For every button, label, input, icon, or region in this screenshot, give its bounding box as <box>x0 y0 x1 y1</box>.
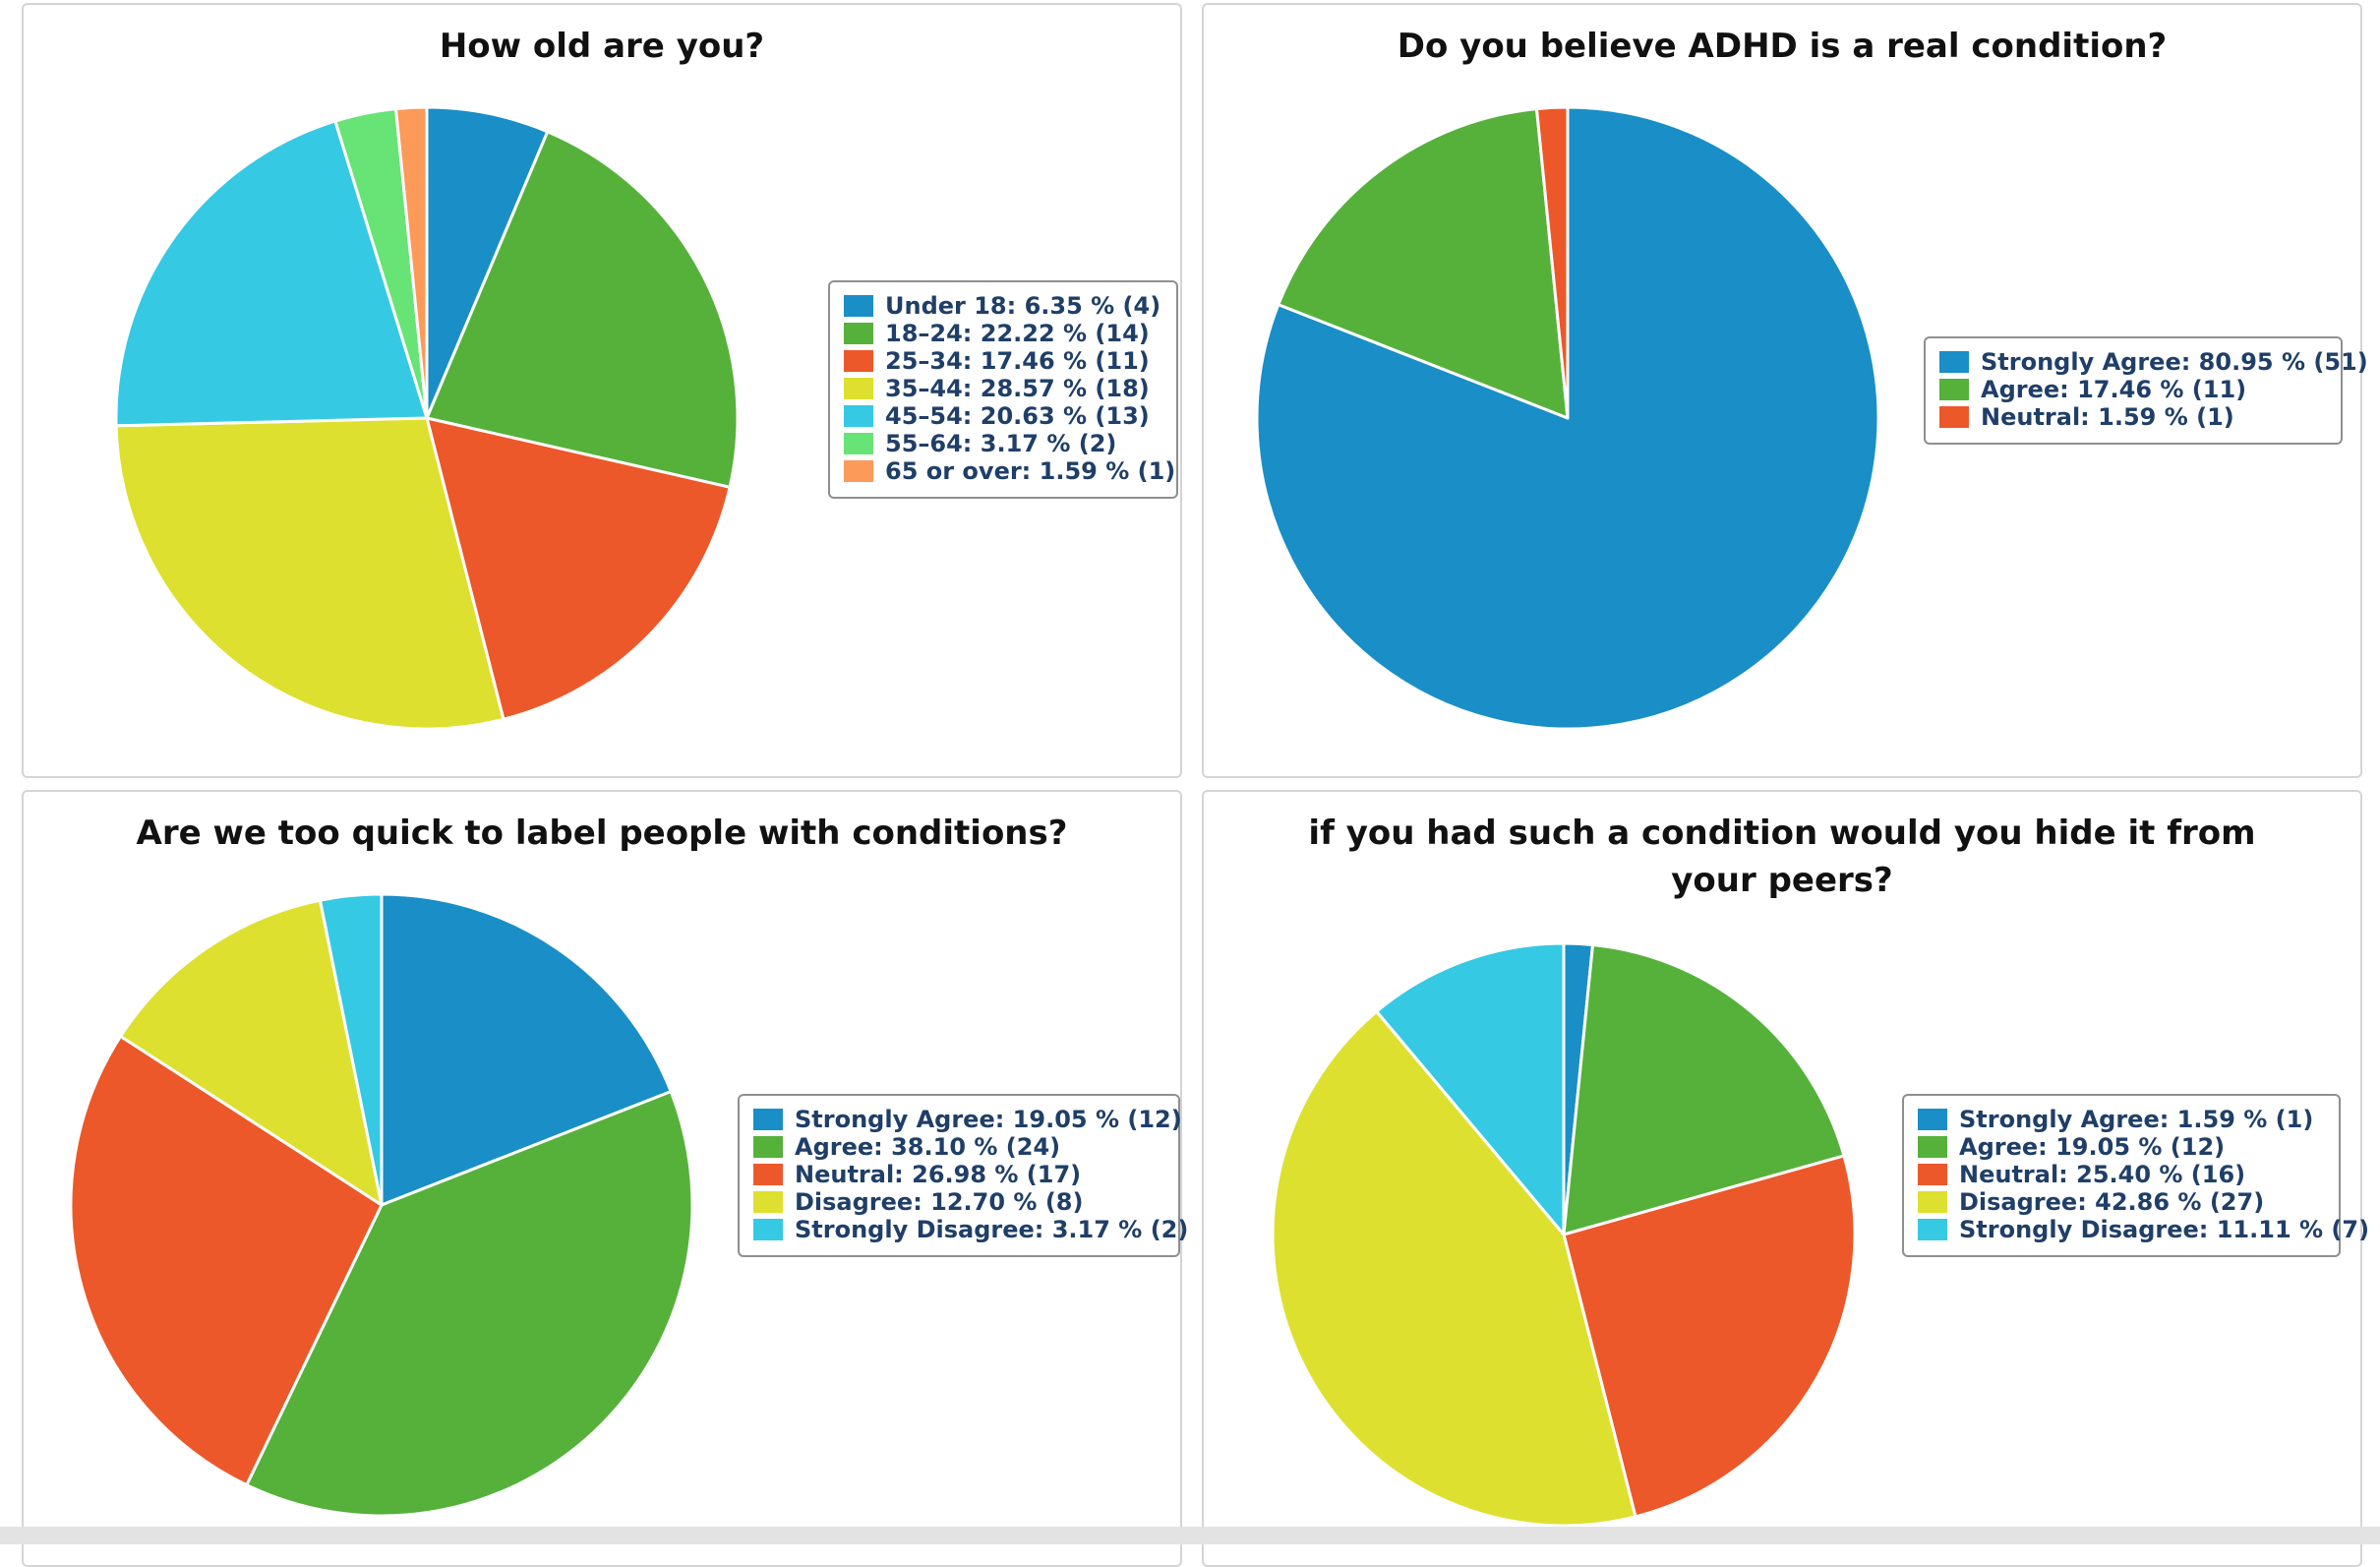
pie-slice-neutral <box>1562 1154 1857 1519</box>
pie-slice-45-54 <box>114 119 429 428</box>
legend-item: 18–24: 22.22 % (14) <box>844 320 1162 347</box>
pie-slice-strongly-disagree <box>318 892 384 1207</box>
legend-label: Agree: 17.46 % (11) <box>1981 376 2247 403</box>
legend-item: 65 or over: 1.59 % (1) <box>844 457 1175 485</box>
legend-item: 45–54: 20.63 % (13) <box>844 402 1162 430</box>
pie-slice-under-18 <box>425 105 550 420</box>
legend-item: Strongly Disagree: 3.17 % (2) <box>753 1216 1188 1243</box>
legend-swatch <box>844 323 873 344</box>
chart-legend: Strongly Agree: 80.95 % (51) Agree: 17.46… <box>1924 336 2368 445</box>
pie-slice-disagree <box>1271 1009 1637 1528</box>
legend-item: Neutral: 25.40 % (16) <box>1918 1161 2325 1188</box>
pie-slice-65-or-over <box>393 105 429 420</box>
legend-item: Agree: 38.10 % (24) <box>753 1133 1164 1161</box>
legend-swatch <box>844 460 873 482</box>
pie-chart-age <box>114 105 740 731</box>
legend-item: Disagree: 12.70 % (8) <box>753 1188 1164 1216</box>
legend-swatch <box>753 1109 783 1130</box>
chart-panel-age: How old are you? Under 18: 6.35 % (4) 18–… <box>22 3 1182 778</box>
chart-panel-label-quick: Are we too quick to label people with co… <box>22 790 1188 1567</box>
legend-swatch <box>753 1191 783 1213</box>
pie-slice-agree <box>245 1090 694 1518</box>
legend-label: Strongly Disagree: 3.17 % (2) <box>795 1216 1189 1243</box>
legend-label: 55–64: 3.17 % (2) <box>885 430 1117 457</box>
pie-slice-strongly-agree <box>380 892 673 1207</box>
chart-title: How old are you? <box>439 27 765 66</box>
legend-item: Agree: 19.05 % (12) <box>1918 1133 2325 1161</box>
horizontal-scrollbar[interactable] <box>0 1527 2380 1544</box>
legend-item: Disagree: 42.86 % (27) <box>1918 1188 2325 1216</box>
legend-label: Neutral: 26.98 % (17) <box>795 1161 1082 1188</box>
legend-swatch <box>1918 1136 1947 1158</box>
legend-label: Agree: 19.05 % (12) <box>1959 1133 2226 1161</box>
pie-slice-agree <box>1562 942 1846 1236</box>
legend-item: 55–64: 3.17 % (2) <box>844 430 1162 457</box>
pie-slice-neutral <box>1534 105 1570 420</box>
legend-swatch <box>753 1164 783 1185</box>
legend-swatch <box>1918 1164 1947 1185</box>
pie-slice-strongly-disagree <box>1375 941 1566 1236</box>
legend-swatch <box>753 1219 783 1240</box>
legend-item: Strongly Agree: 1.59 % (1) <box>1918 1106 2325 1133</box>
legend-label: 35–44: 28.57 % (18) <box>885 375 1150 402</box>
pie-chart-hide-condition <box>1271 941 1857 1528</box>
pie-slice-agree <box>1277 107 1570 420</box>
legend-label: Neutral: 1.59 % (1) <box>1981 403 2234 431</box>
legend-item: Strongly Disagree: 11.11 % (7) <box>1918 1216 2369 1243</box>
pie-slice-neutral <box>69 1035 384 1487</box>
legend-item: Under 18: 6.35 % (4) <box>844 292 1162 320</box>
pie-chart-adhd-real <box>1255 105 1880 731</box>
chart-legend: Strongly Agree: 1.59 % (1) Agree: 19.05 %… <box>1902 1094 2369 1257</box>
legend-swatch <box>844 433 873 454</box>
legend-swatch <box>753 1136 783 1158</box>
legend-label: Disagree: 12.70 % (8) <box>795 1188 1084 1216</box>
legend-swatch <box>1939 351 1969 373</box>
legend-label: Strongly Disagree: 11.11 % (7) <box>1959 1216 2370 1243</box>
legend-item: Neutral: 26.98 % (17) <box>753 1161 1164 1188</box>
chart-title: Are we too quick to label people with co… <box>136 814 1068 853</box>
legend-swatch <box>844 350 873 372</box>
legend-label: 25–34: 17.46 % (11) <box>885 347 1150 375</box>
legend-item: 25–34: 17.46 % (11) <box>844 347 1162 375</box>
legend-item: Strongly Agree: 80.95 % (51) <box>1939 348 2368 376</box>
chart-legend: Strongly Agree: 19.05 % (12) Agree: 38.10… <box>738 1094 1188 1257</box>
legend-label: 45–54: 20.63 % (13) <box>885 402 1150 430</box>
pie-slice-18-24 <box>425 130 740 489</box>
chart-panel-hide-condition: if you had such a condition would you hi… <box>1202 790 2369 1567</box>
legend-label: Strongly Agree: 1.59 % (1) <box>1959 1106 2314 1133</box>
pie-chart-label-quick <box>69 892 694 1518</box>
pie-slice-35-44 <box>114 416 506 731</box>
legend-item: 35–44: 28.57 % (18) <box>844 375 1162 402</box>
legend-label: Disagree: 42.86 % (27) <box>1959 1188 2265 1216</box>
legend-swatch <box>1939 406 1969 428</box>
legend-swatch <box>844 295 873 317</box>
chart-title: Do you believe ADHD is a real condition? <box>1397 27 2168 66</box>
legend-swatch <box>1918 1191 1947 1213</box>
legend-swatch <box>844 405 873 427</box>
legend-label: Neutral: 25.40 % (16) <box>1959 1161 2246 1188</box>
legend-label: Strongly Agree: 19.05 % (12) <box>795 1106 1182 1133</box>
chart-title: if you had such a condition would you hi… <box>1308 814 2256 900</box>
pie-slice-25-34 <box>425 416 732 721</box>
legend-swatch <box>1939 379 1969 400</box>
pie-slice-strongly-agree <box>1255 105 1880 731</box>
chart-panel-adhd-real: Do you believe ADHD is a real condition?… <box>1202 3 2368 778</box>
chart-legend: Under 18: 6.35 % (4) 18–24: 22.22 % (14) 2… <box>828 280 1178 499</box>
legend-label: Under 18: 6.35 % (4) <box>885 292 1161 320</box>
legend-item: Strongly Agree: 19.05 % (12) <box>753 1106 1182 1133</box>
legend-label: 18–24: 22.22 % (14) <box>885 320 1150 347</box>
legend-label: Strongly Agree: 80.95 % (51) <box>1981 348 2368 376</box>
legend-item: Agree: 17.46 % (11) <box>1939 376 2327 403</box>
legend-swatch <box>844 378 873 399</box>
legend-swatch <box>1918 1109 1947 1130</box>
pie-slice-disagree <box>119 898 384 1207</box>
legend-label: 65 or over: 1.59 % (1) <box>885 457 1176 485</box>
legend-label: Agree: 38.10 % (24) <box>795 1133 1061 1161</box>
legend-item: Neutral: 1.59 % (1) <box>1939 403 2327 431</box>
legend-swatch <box>1918 1219 1947 1240</box>
